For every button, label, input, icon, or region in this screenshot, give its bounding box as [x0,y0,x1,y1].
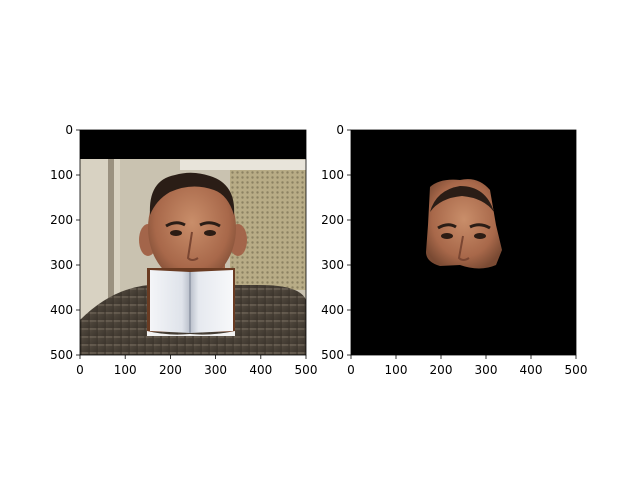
right-ytick-label: 200 [321,213,344,227]
left-xtick-label: 300 [204,363,227,377]
right-eye [204,230,216,236]
left-xtick-label: 400 [249,363,272,377]
right-xtick-label: 100 [385,363,408,377]
left-xtick-label: 100 [114,363,137,377]
right-ytick-label: 500 [321,348,344,362]
left-ytick-label: 500 [50,348,73,362]
open-book-overlay [147,268,235,336]
left-ytick-label: 400 [50,303,73,317]
left-image-panel [80,130,306,355]
left-ytick-label: 200 [50,213,73,227]
window-screen [230,160,306,290]
right-image-panel [351,130,576,355]
right-xtick-label: 200 [430,363,453,377]
right-ytick-label: 0 [336,123,344,137]
right-xtick-label: 400 [520,363,543,377]
right-ytick-label: 400 [321,303,344,317]
left-xtick-label: 0 [76,363,84,377]
right-xtick-label: 500 [565,363,588,377]
left-ytick-label: 300 [50,258,73,272]
right-xtick-label: 0 [347,363,355,377]
left-ytick-label: 0 [65,123,73,137]
left-eye [170,230,182,236]
left-xtick-label: 200 [159,363,182,377]
left-ytick-label: 100 [50,168,73,182]
right-xtick-label: 300 [475,363,498,377]
left-xtick-label: 500 [295,363,318,377]
right-ytick-label: 100 [321,168,344,182]
top-black-band [80,130,306,159]
right-ytick-label: 300 [321,258,344,272]
